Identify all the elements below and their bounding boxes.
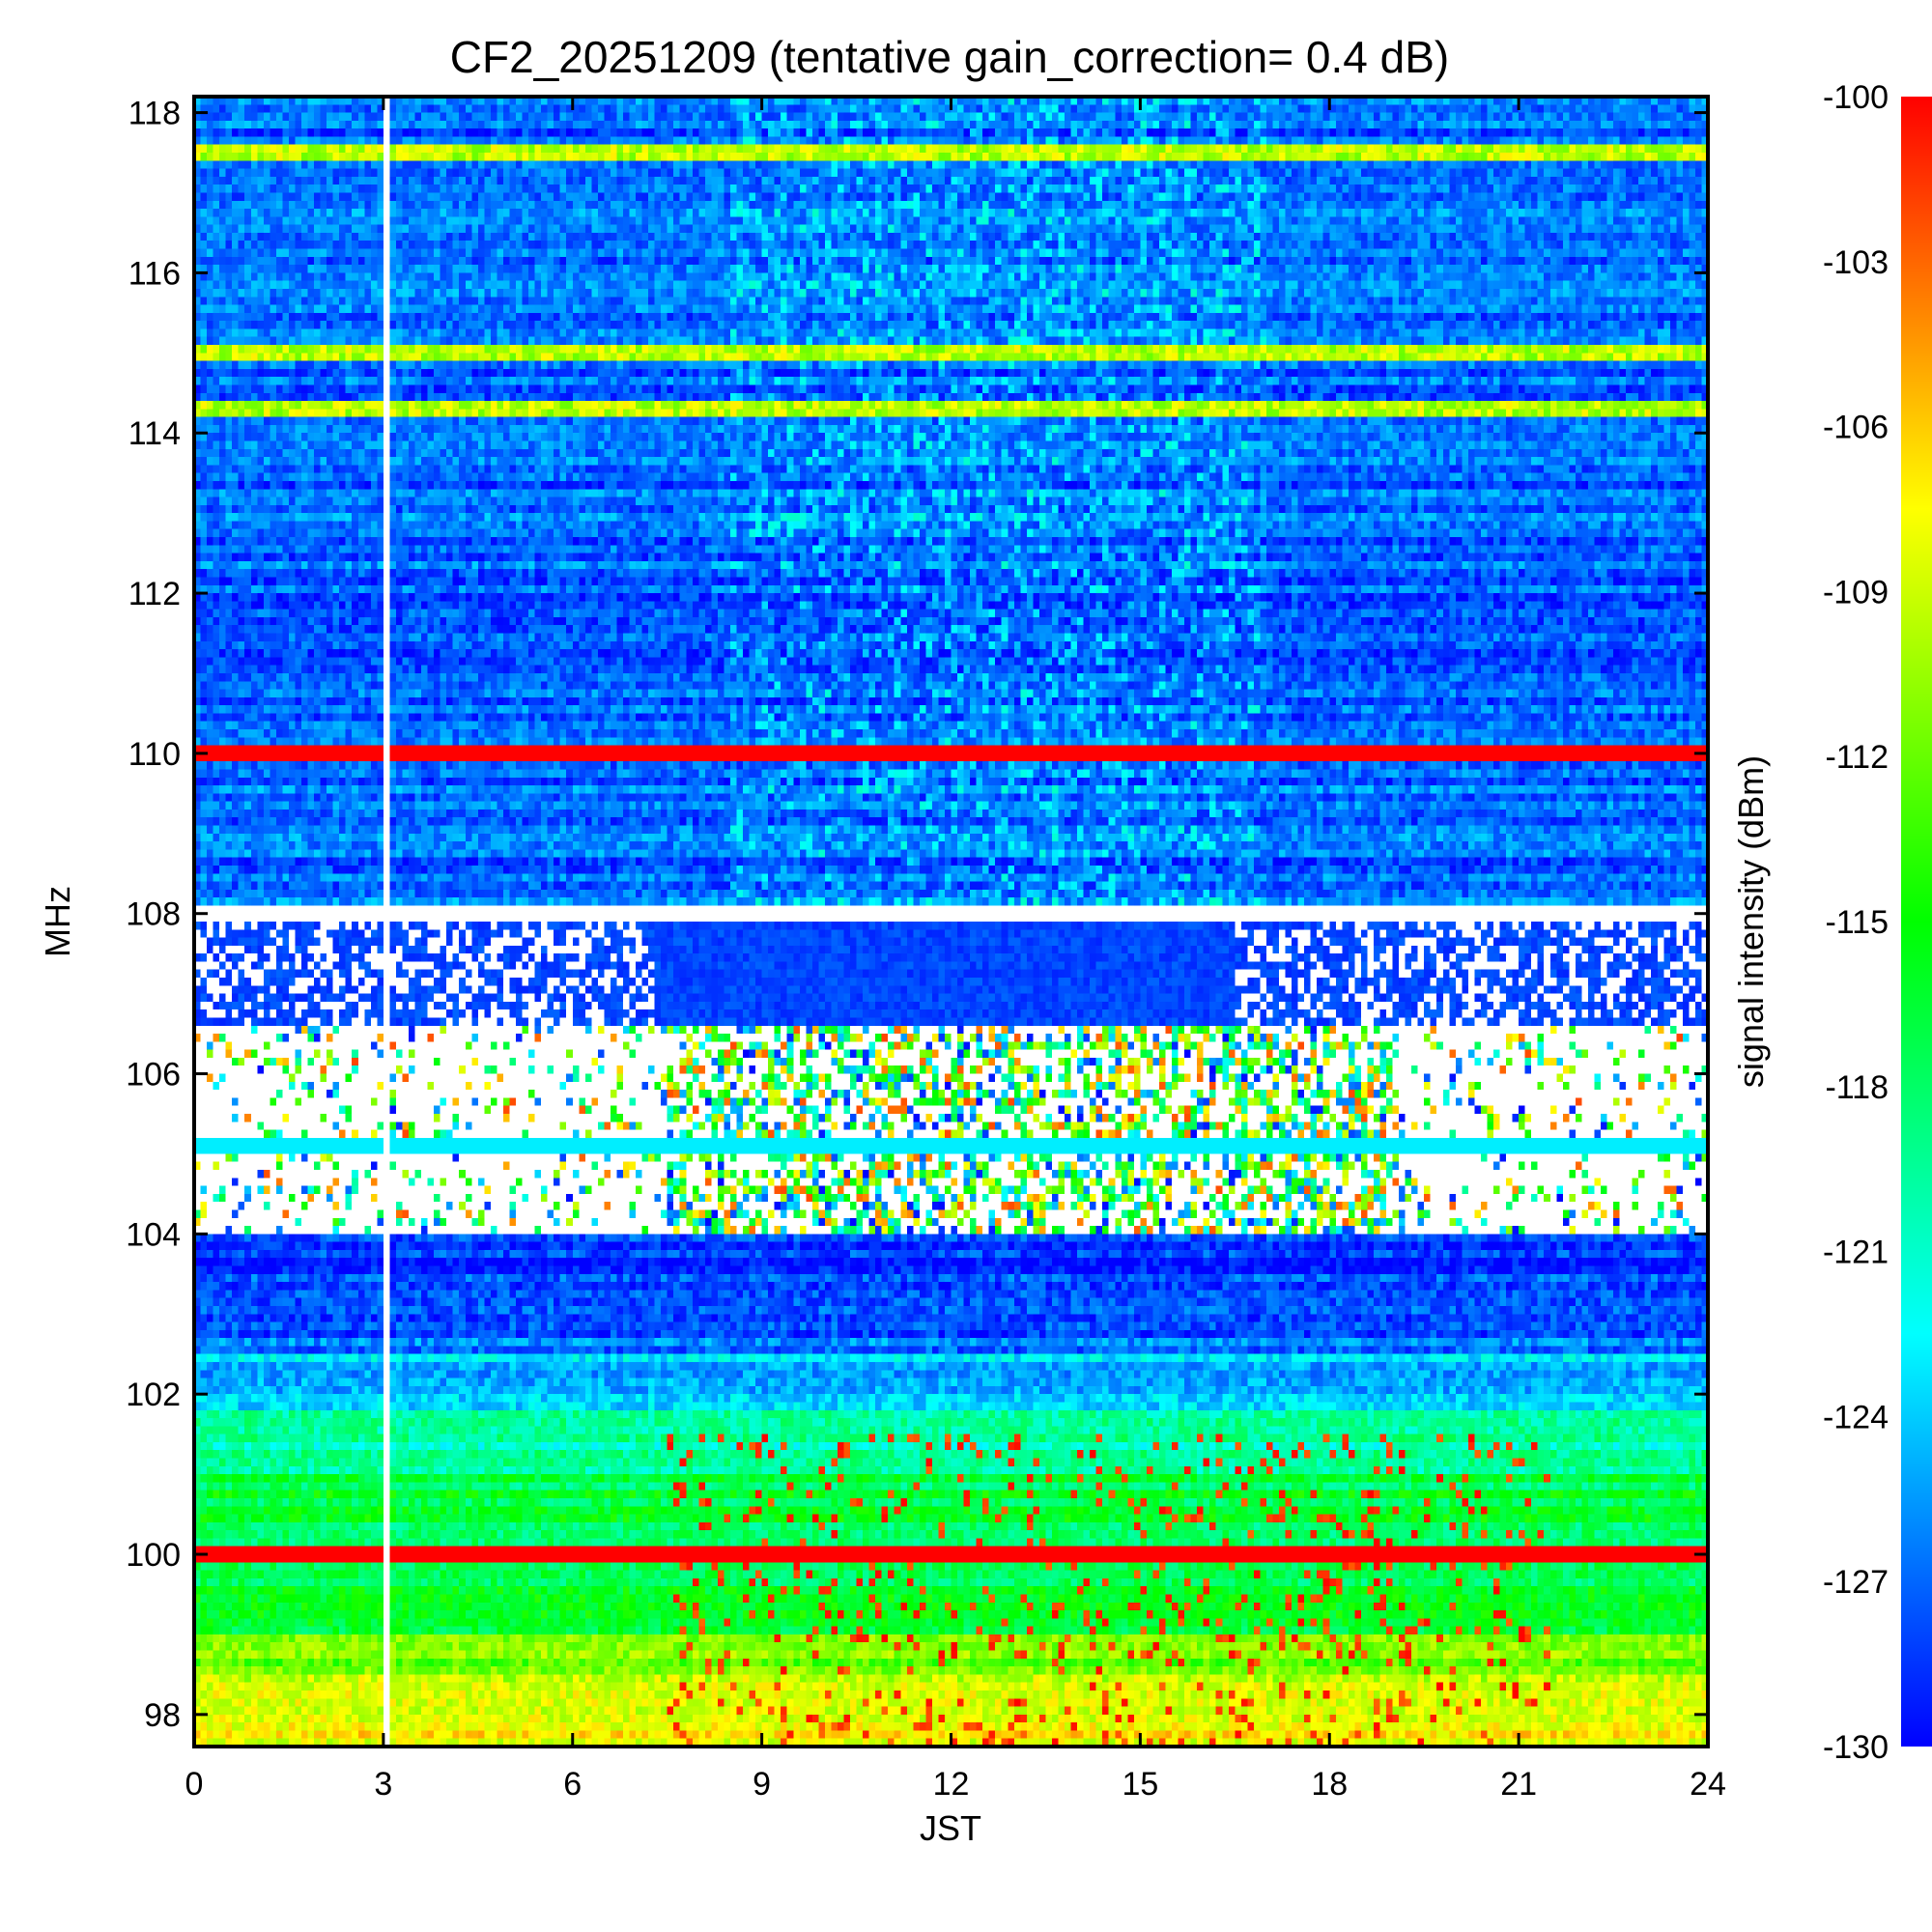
y-tick-label: 98 xyxy=(144,1697,181,1734)
colorbar-tick-label: -106 xyxy=(1823,410,1889,446)
y-tick-label: 106 xyxy=(126,1057,181,1094)
x-tick-label: 15 xyxy=(1122,1766,1158,1803)
x-tick-label: 0 xyxy=(185,1766,204,1803)
x-tick-label: 9 xyxy=(753,1766,771,1803)
y-tick-label: 116 xyxy=(128,255,181,292)
x-tick-label: 3 xyxy=(374,1766,392,1803)
y-tick-label: 118 xyxy=(128,96,181,132)
heatmap-raster xyxy=(194,97,1708,1747)
colorbar-tick-label: -118 xyxy=(1825,1069,1889,1106)
chart-title: CF2_20251209 (tentative gain_correction=… xyxy=(450,32,1449,82)
colorbar xyxy=(1901,97,1932,1747)
y-tick-label: 100 xyxy=(126,1537,181,1574)
colorbar-tick-label: -115 xyxy=(1825,904,1889,941)
colorbar-ticks: -100 -103 -106 -109 -112 -115 -118 -121 -124 -127… xyxy=(1823,79,1889,1766)
y-tick-label: 114 xyxy=(128,415,181,452)
x-tick-label: 21 xyxy=(1500,1766,1537,1803)
heatmap-area xyxy=(194,97,1708,1747)
colorbar-tick-label: -127 xyxy=(1823,1564,1889,1601)
y-tick-label: 110 xyxy=(128,736,181,773)
y-tick-label: 108 xyxy=(126,896,181,933)
colorbar-tick-label: -121 xyxy=(1823,1235,1889,1271)
y-axis-ticks: 98 100 102 104 106 108 110 112 114 116 118 xyxy=(126,96,1708,1734)
colorbar-tick-label: -124 xyxy=(1823,1399,1889,1435)
colorbar-tick-label: -100 xyxy=(1823,79,1889,116)
colorbar-tick-label: -109 xyxy=(1823,574,1889,611)
y-tick-label: 102 xyxy=(126,1377,181,1413)
colorbar-tick-label: -103 xyxy=(1823,244,1889,281)
x-tick-label: 6 xyxy=(563,1766,582,1803)
y-axis-label: MHz xyxy=(38,886,77,957)
colorbar-tick-label: -130 xyxy=(1823,1729,1889,1766)
x-axis-label: JST xyxy=(920,1808,981,1848)
y-tick-label: 112 xyxy=(128,576,181,612)
x-tick-label: 24 xyxy=(1690,1766,1726,1803)
x-axis-ticks: 0 3 6 9 12 15 18 21 24 xyxy=(185,97,1726,1803)
y-tick-label: 104 xyxy=(126,1216,181,1253)
colorbar-tick-label: -112 xyxy=(1825,739,1889,776)
x-tick-label: 18 xyxy=(1311,1766,1348,1803)
colorbar-label: signal intensity (dBm) xyxy=(1731,755,1771,1088)
x-tick-label: 12 xyxy=(933,1766,970,1803)
